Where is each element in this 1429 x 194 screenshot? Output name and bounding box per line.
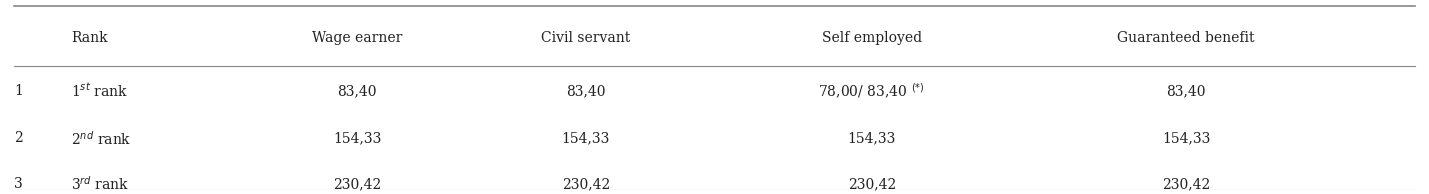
Text: 154,33: 154,33	[847, 131, 896, 145]
Text: 230,42: 230,42	[333, 177, 382, 191]
Text: 230,42: 230,42	[562, 177, 610, 191]
Text: 154,33: 154,33	[562, 131, 610, 145]
Text: 1: 1	[14, 84, 23, 98]
Text: Self employed: Self employed	[822, 31, 922, 45]
Text: 3$^{rd}$ rank: 3$^{rd}$ rank	[71, 175, 130, 193]
Text: Wage earner: Wage earner	[312, 31, 403, 45]
Text: 83,40: 83,40	[337, 84, 377, 98]
Text: Guaranteed benefit: Guaranteed benefit	[1117, 31, 1255, 45]
Text: 154,33: 154,33	[1162, 131, 1210, 145]
Text: 154,33: 154,33	[333, 131, 382, 145]
Text: 1$^{st}$ rank: 1$^{st}$ rank	[71, 82, 129, 100]
Text: 2: 2	[14, 131, 23, 145]
Text: 83,40: 83,40	[1166, 84, 1206, 98]
Text: Civil servant: Civil servant	[542, 31, 630, 45]
Text: 3: 3	[14, 177, 23, 191]
Text: 78,00/ 83,40 $^{(*)}$: 78,00/ 83,40 $^{(*)}$	[819, 81, 925, 101]
Text: 230,42: 230,42	[1162, 177, 1210, 191]
Text: 2$^{nd}$ rank: 2$^{nd}$ rank	[71, 129, 131, 147]
Text: Rank: Rank	[71, 31, 109, 45]
Text: 83,40: 83,40	[566, 84, 606, 98]
Text: 230,42: 230,42	[847, 177, 896, 191]
